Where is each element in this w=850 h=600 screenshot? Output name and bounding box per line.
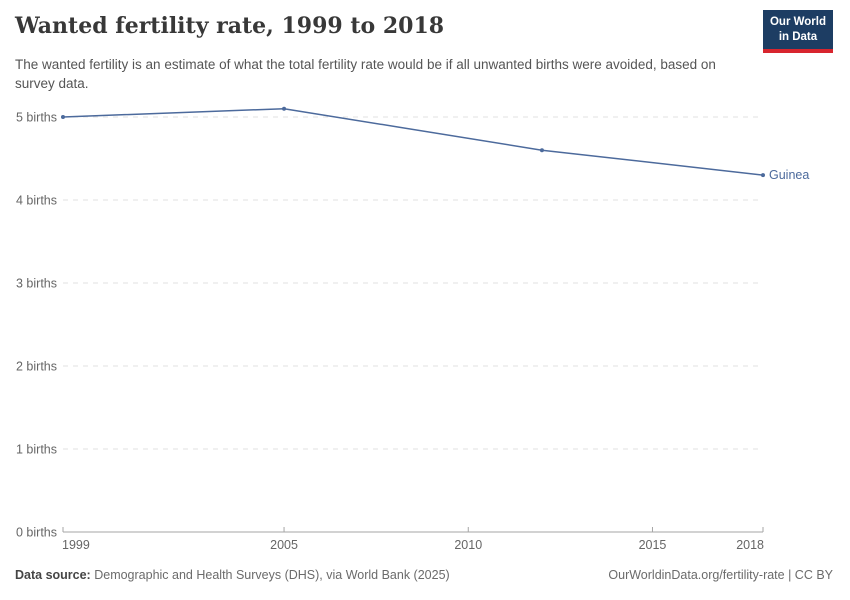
data-line[interactable] [62, 107, 764, 176]
x-tick-label: 2018 [736, 538, 764, 552]
data-source-label: Data source: [15, 568, 91, 582]
y-tick-label: 0 births [16, 526, 57, 540]
data-point[interactable] [761, 173, 765, 178]
data-source: Data source: Demographic and Health Surv… [15, 568, 450, 582]
data-point[interactable] [539, 148, 544, 153]
y-tick-label: 4 births [16, 194, 57, 208]
x-tick-label: 1999 [62, 538, 90, 552]
data-point[interactable] [282, 106, 287, 111]
owid-logo-line1: Our World [769, 16, 826, 28]
attribution[interactable]: OurWorldinData.org/fertility-rate | CC B… [608, 568, 833, 582]
data-point[interactable] [61, 115, 65, 119]
y-tick-label: 5 births [16, 111, 57, 125]
owid-logo-line2: in Data [778, 30, 818, 43]
y-tick-label: 2 births [16, 360, 57, 374]
owid-logo[interactable]: Our World in Data [762, 10, 833, 53]
data-source-text: Demographic and Health Surveys (DHS), vi… [94, 568, 450, 582]
x-tick-label: 2015 [639, 538, 667, 552]
x-tick-label: 2010 [454, 538, 482, 552]
y-tick-label: 1 births [16, 443, 57, 457]
x-tick-label: 2005 [270, 538, 298, 552]
chart-title: Wanted fertility rate, 1999 to 2018 [15, 13, 445, 39]
series-label[interactable]: Guinea [769, 168, 809, 182]
line-chart: 0 births 1 births 2 births 3 births 4 births… [16, 106, 809, 552]
footer: Data source: Demographic and Health Surv… [15, 568, 833, 582]
y-tick-label: 3 births [16, 277, 57, 291]
chart-subtitle: The wanted fertility is an estimate of w… [15, 57, 716, 91]
